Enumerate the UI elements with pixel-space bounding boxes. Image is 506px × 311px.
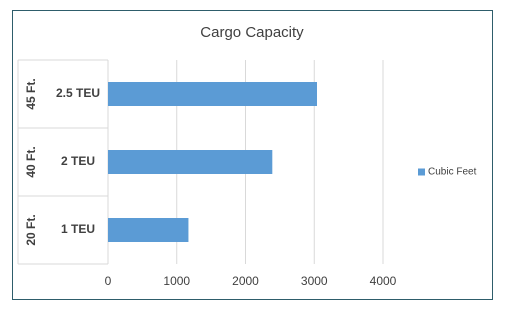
chart-title: Cargo Capacity — [200, 24, 304, 41]
x-tick-label: 4000 — [370, 274, 397, 288]
x-tick-label: 3000 — [301, 274, 328, 288]
bar — [108, 150, 273, 174]
legend-label: Cubic Feet — [428, 167, 477, 178]
group-label: 45 Ft. — [24, 78, 38, 109]
y-tick-label: 1 TEU — [61, 222, 95, 236]
x-tick-label: 1000 — [163, 274, 190, 288]
bar — [108, 218, 189, 242]
x-tick-label: 0 — [105, 274, 112, 288]
x-tick-label: 2000 — [232, 274, 259, 288]
legend-swatch — [418, 168, 425, 176]
group-label: 40 Ft. — [24, 146, 38, 177]
bar — [108, 82, 317, 106]
y-tick-label: 2.5 TEU — [56, 86, 100, 100]
y-tick-label: 2 TEU — [61, 154, 95, 168]
group-label: 20 Ft. — [24, 214, 38, 245]
